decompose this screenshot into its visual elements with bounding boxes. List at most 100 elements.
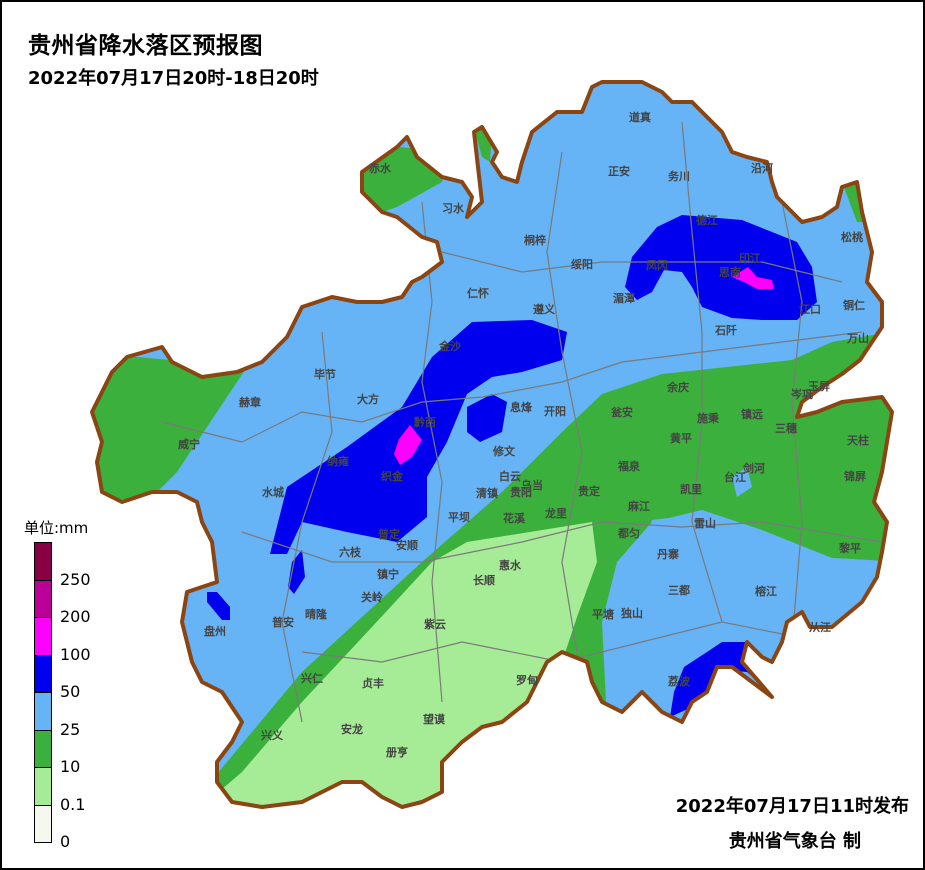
county-label: 关岭 [361, 590, 383, 604]
county-label: 赤水 [369, 161, 392, 175]
county-label: 黎平 [839, 541, 861, 555]
county-label: 铜仁 [842, 298, 865, 312]
county-label: 息烽 [510, 400, 533, 414]
county-label: 普安 [272, 615, 294, 629]
county-label: 修文 [492, 444, 516, 458]
legend-swatch [34, 617, 52, 656]
map-title: 贵州省降水落区预报图 [28, 33, 263, 59]
county-label: 石阡 [714, 323, 737, 337]
county-label: 贵定 [578, 484, 600, 498]
county-label: 册亨 [386, 745, 408, 759]
county-label: 台江 [724, 470, 746, 484]
county-label: 大方 [357, 392, 379, 406]
legend-label: 10 [60, 757, 81, 776]
legend-label: 50 [60, 682, 81, 701]
county-label: 兴义 [261, 728, 284, 742]
county-label: 独山 [620, 606, 643, 620]
rain-zone-100-200-zhijin [394, 425, 422, 465]
county-label: 三都 [668, 583, 690, 597]
county-label: 黄平 [670, 431, 692, 445]
legend-label: 0 [60, 832, 71, 851]
county-label: 仁怀 [467, 286, 489, 300]
legend-label: 0.1 [60, 794, 86, 814]
county-label: 花溪 [503, 511, 526, 525]
issue-time: 2022年07月17日11时发布 [675, 796, 909, 817]
county-label: 镇宁 [377, 567, 399, 581]
forecast-period: 2022年07月17日20时-18日20时 [28, 68, 319, 89]
legend-swatch [34, 542, 52, 581]
county-label: 凤冈 [646, 259, 668, 272]
county-label: 开阳 [544, 404, 566, 418]
county-label: 镇远 [741, 407, 763, 421]
county-boundaries [161, 121, 883, 723]
county-label: 正安 [608, 164, 630, 178]
county-label: 普定 [378, 527, 400, 541]
county-label: 思南 [719, 265, 741, 279]
rain-zone-50-100-shuicheng [288, 550, 305, 594]
county-label: 德江 [695, 213, 718, 227]
county-label: 盘州 [204, 624, 226, 638]
county-label: 贵阳 [510, 485, 532, 499]
county-label: 乌当 [521, 478, 543, 492]
county-label: 桐梓 [524, 233, 546, 247]
county-label: 赫章 [239, 395, 261, 409]
county-label: 平塘 [592, 607, 614, 621]
legend-label: 100 [60, 644, 91, 664]
county-label: 紫云 [424, 617, 446, 631]
county-label: 绥阳 [571, 257, 593, 271]
county-label: 晴隆 [305, 607, 328, 621]
legend-swatch [34, 729, 52, 768]
county-label: 龙里 [544, 506, 567, 520]
legend-swatch [34, 654, 52, 693]
county-label: 纳雍 [327, 454, 349, 468]
county-label: 榕江 [755, 584, 777, 598]
county-label: 惠水 [499, 558, 522, 572]
county-label: 白云 [499, 469, 521, 483]
county-label: 威宁 [178, 437, 200, 451]
legend-label: 250 [60, 569, 91, 589]
county-label: 六枝 [339, 545, 362, 559]
legend-swatch [34, 579, 52, 618]
issuing-agency: 贵州省气象台 制 [728, 831, 861, 852]
rain-zone-10-25-weining [92, 352, 247, 502]
county-label: 江口 [799, 302, 821, 316]
county-label: 金沙 [438, 339, 461, 353]
county-label: 望谟 [423, 712, 446, 726]
county-label: 兴仁 [301, 671, 323, 685]
legend-swatch [34, 692, 52, 731]
county-label: 贞丰 [362, 676, 384, 690]
legend-swatch [34, 804, 52, 843]
county-label: 道真 [629, 110, 651, 124]
legend-swatch [34, 767, 52, 806]
legend-label: 200 [60, 607, 91, 626]
county-label: 麻江 [627, 499, 650, 513]
county-label: 遵义 [533, 302, 556, 316]
county-label: 长顺 [473, 573, 495, 587]
county-label: 锦屏 [844, 469, 866, 483]
legend-unit: 单位:mm [24, 519, 89, 537]
county-label: 玉屏 [808, 380, 830, 393]
county-label: 水城 [262, 485, 284, 499]
county-label: 沿河 [751, 161, 773, 175]
rain-zone-50-100-xifeng [467, 394, 507, 442]
county-label: 罗甸 [516, 673, 538, 687]
county-label: 余庆 [666, 380, 689, 394]
county-label: 松桃 [841, 230, 863, 244]
province-border [90, 80, 894, 809]
county-label: 剑河 [742, 461, 765, 475]
county-label: 施秉 [697, 411, 720, 425]
county-label: 平坝 [448, 510, 470, 524]
county-label: 安顺 [396, 538, 418, 552]
county-label: 丹寨 [657, 547, 679, 561]
county-label: 印江 [739, 251, 761, 265]
county-label: 福泉 [617, 459, 641, 473]
rain-zone-25-50-taijiang [732, 467, 752, 497]
county-label: 都匀 [617, 526, 640, 540]
rain-zone-50-100-northeast [625, 215, 817, 320]
county-label: 凯里 [680, 482, 702, 496]
county-label: 习水 [442, 201, 465, 215]
county-label: 万山 [846, 331, 869, 345]
county-label: 务川 [668, 169, 690, 183]
